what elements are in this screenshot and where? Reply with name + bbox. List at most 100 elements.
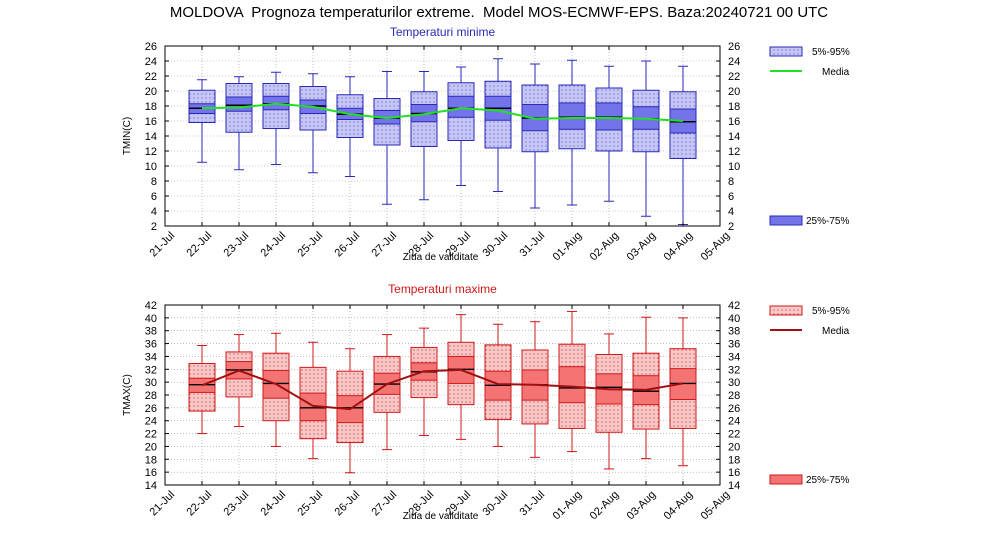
- y-tick-label-left: 26: [145, 41, 157, 53]
- x-tick-label: 25-Jul: [296, 230, 326, 260]
- y-tick-label-left: 16: [145, 467, 157, 479]
- y-tick-label-left: 20: [145, 86, 157, 98]
- box-23-Jul: [225, 76, 253, 171]
- y-tick-label-left: 12: [145, 146, 157, 158]
- y-tick-label-right: 26: [728, 403, 740, 415]
- y-tick-label-right: 26: [728, 41, 740, 53]
- x-tick-label: 26-Jul: [333, 489, 363, 519]
- legend-label-mean: Media: [822, 326, 850, 337]
- y-axis-label: TMIN(C): [122, 117, 133, 155]
- main-title: MOLDOVA Prognoza temperaturilor extreme.…: [169, 4, 829, 21]
- box-04-Aug: [669, 317, 697, 467]
- box-27-Jul: [373, 71, 401, 205]
- y-tick-label-left: 14: [145, 480, 157, 492]
- y-tick-label-left: 2: [151, 221, 157, 233]
- x-tick-label: 04-Aug: [662, 230, 696, 264]
- y-tick-label-right: 36: [728, 339, 740, 351]
- x-tick-label: 24-Jul: [259, 230, 289, 260]
- y-tick-label-right: 10: [728, 161, 740, 173]
- box-31-Jul: [521, 321, 549, 458]
- box-29-Jul: [447, 314, 475, 440]
- y-tick-label-right: 12: [728, 146, 740, 158]
- y-tick-label-right: 20: [728, 86, 740, 98]
- y-tick-label-right: 22: [728, 71, 740, 83]
- box-24-Jul: [262, 332, 290, 447]
- y-tick-label-left: 8: [151, 176, 157, 188]
- x-tick-label: 03-Aug: [625, 489, 659, 523]
- box-28-Jul: [410, 327, 438, 436]
- box-03-Aug: [632, 60, 660, 217]
- box-22-Jul: [188, 345, 216, 435]
- y-tick-label-left: 30: [145, 377, 157, 389]
- box-23-Jul: [225, 334, 253, 427]
- x-tick-label: 03-Aug: [625, 230, 659, 264]
- box-02-Aug: [595, 65, 623, 202]
- box-30-Jul: [484, 58, 512, 192]
- y-tick-label-left: 6: [151, 191, 157, 203]
- legend-label-p5-p95: 5%-95%: [812, 306, 850, 317]
- box-26-Jul: [336, 76, 364, 177]
- y-tick-label-left: 20: [145, 441, 157, 453]
- y-tick-label-right: 30: [728, 377, 740, 389]
- box-01-Aug: [558, 310, 586, 453]
- legend: 5%-95% Media 25%-75%: [769, 46, 850, 227]
- legend-swatch-p5-p95: [769, 305, 803, 316]
- x-tick-label: 31-Jul: [518, 230, 548, 260]
- y-tick-label-right: 16: [728, 467, 740, 479]
- y-tick-label-left: 26: [145, 403, 157, 415]
- legend-swatch-p25-p75: [769, 474, 803, 485]
- x-tick-label: 21-Jul: [148, 489, 178, 519]
- y-tick-label-left: 42: [145, 300, 157, 312]
- legend-swatch-p5-p95: [769, 46, 803, 57]
- y-tick-label-right: 34: [728, 351, 740, 363]
- x-tick-label: 01-Aug: [551, 230, 585, 264]
- y-tick-label-left: 22: [145, 429, 157, 441]
- y-tick-label-right: 18: [728, 101, 740, 113]
- box-p25-p75: [447, 95, 475, 118]
- x-tick-label: 30-Jul: [481, 230, 511, 260]
- y-tick-label-right: 6: [728, 191, 734, 203]
- y-tick-label-right: 24: [728, 416, 740, 428]
- x-tick-label: 27-Jul: [370, 489, 400, 519]
- box-31-Jul: [521, 63, 549, 209]
- y-tick-label-right: 14: [728, 131, 740, 143]
- x-axis-label: Ziua de validitate: [403, 252, 479, 263]
- x-tick-label: 24-Jul: [259, 489, 289, 519]
- y-tick-label-left: 24: [145, 416, 157, 428]
- legend-label-p5-p95: 5%-95%: [812, 47, 850, 58]
- y-tick-label-left: 14: [145, 131, 157, 143]
- box-01-Aug: [558, 59, 586, 206]
- x-tick-label: 22-Jul: [185, 230, 215, 260]
- legend: 5%-95% Media 25%-75%: [769, 305, 850, 486]
- legend-swatch-p25-p75: [769, 215, 803, 226]
- mean-line: [201, 102, 684, 122]
- x-axis-label: Ziua de validitate: [403, 511, 479, 522]
- x-tick-label: 04-Aug: [662, 489, 696, 523]
- x-tick-label: 23-Jul: [222, 230, 252, 260]
- legend-label-mean: Media: [822, 67, 850, 78]
- y-tick-label-left: 10: [145, 161, 157, 173]
- x-tick-label: 22-Jul: [185, 489, 215, 519]
- box-p25-p75: [262, 370, 290, 399]
- y-tick-label-right: 24: [728, 56, 740, 68]
- x-tick-label: 27-Jul: [370, 230, 400, 260]
- y-axis-label: TMAX(C): [122, 374, 133, 416]
- y-tick-label-left: 38: [145, 326, 157, 338]
- x-tick-label: 26-Jul: [333, 230, 363, 260]
- box-29-Jul: [447, 66, 475, 186]
- box-30-Jul: [484, 323, 512, 447]
- y-tick-label-left: 28: [145, 390, 157, 402]
- box-26-Jul: [336, 348, 364, 474]
- x-tick-label: 31-Jul: [518, 489, 548, 519]
- panel-title: Temperaturi minime: [390, 25, 496, 39]
- y-tick-label-right: 18: [728, 454, 740, 466]
- x-tick-label: 25-Jul: [296, 489, 326, 519]
- y-tick-label-left: 16: [145, 116, 157, 128]
- x-tick-label: 02-Aug: [588, 489, 622, 523]
- mean-line: [201, 368, 684, 411]
- box-p25-p75: [558, 102, 586, 130]
- y-tick-label-right: 4: [728, 206, 734, 218]
- y-tick-label-left: 18: [145, 454, 157, 466]
